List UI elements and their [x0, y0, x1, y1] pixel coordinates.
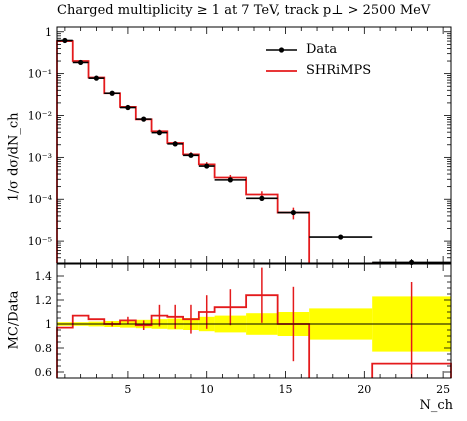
- x-tick-label-4: 25: [436, 383, 450, 396]
- ratio-y-axis-label: MC/Data: [6, 290, 22, 350]
- data-point-10: [227, 177, 233, 183]
- axis-tick-labels: 5 10 15 20 25 1 10⁻¹ 10⁻² 10⁻³ 10⁻⁴ 10⁻⁵ 0.6 0.8 1 1.2…: [28, 26, 450, 396]
- data-point-5: [141, 116, 147, 122]
- main-y-tick-label-3: 10⁻³: [28, 151, 52, 164]
- data-point-12: [290, 209, 296, 216]
- legend-data-marker: [278, 47, 285, 53]
- data-point-7: [172, 141, 178, 147]
- data-point-8: [188, 152, 194, 158]
- main-panel-frame: [56, 26, 452, 264]
- data-point-1: [78, 59, 84, 66]
- data-point-2: [93, 75, 99, 81]
- data-point-6: [156, 130, 163, 136]
- data-point-4: [125, 104, 131, 111]
- data-point-13: [338, 234, 344, 240]
- main-y-tick-label-5: 10⁻⁵: [28, 235, 52, 248]
- x-tick-label-2: 15: [279, 383, 293, 396]
- legend-entry-data: Data: [306, 42, 338, 57]
- main-shrimps-histogram: [56, 40, 451, 264]
- axis-ticks: [57, 27, 451, 378]
- x-axis-label: N_ch: [419, 398, 453, 413]
- legend-markers: [266, 47, 297, 72]
- x-tick-label-1: 10: [200, 383, 214, 396]
- data-point-11: [259, 195, 265, 201]
- main-data-series: [57, 37, 451, 266]
- main-y-tick-label-0: 1: [45, 26, 52, 39]
- chart-title: Charged multiplicity ≥ 1 at 7 TeV, track…: [57, 3, 431, 18]
- x-tick-label-3: 20: [357, 383, 371, 396]
- ratio-y-tick-label-0: 0.6: [35, 366, 53, 379]
- data-point-9: [204, 163, 210, 169]
- ratio-y-tick-label-4: 1.4: [35, 270, 53, 283]
- ratio-y-tick-label-1: 0.8: [35, 342, 53, 355]
- legend-entry-shrimps: SHRiMPS: [306, 63, 372, 78]
- data-point-0: [62, 37, 68, 44]
- main-y-tick-label-2: 10⁻²: [28, 110, 52, 123]
- main-y-tick-label-4: 10⁻⁴: [28, 193, 53, 206]
- ratio-y-tick-label-2: 1: [45, 318, 52, 331]
- ratio-y-tick-label-3: 1.2: [35, 294, 53, 307]
- x-tick-label-0: 5: [124, 383, 131, 396]
- main-y-axis-label: 1/σ dσ/dN_ch: [6, 112, 22, 202]
- data-point-3: [109, 90, 115, 96]
- main-y-tick-label-1: 10⁻¹: [28, 68, 52, 81]
- main-shrimps-series: [56, 40, 451, 264]
